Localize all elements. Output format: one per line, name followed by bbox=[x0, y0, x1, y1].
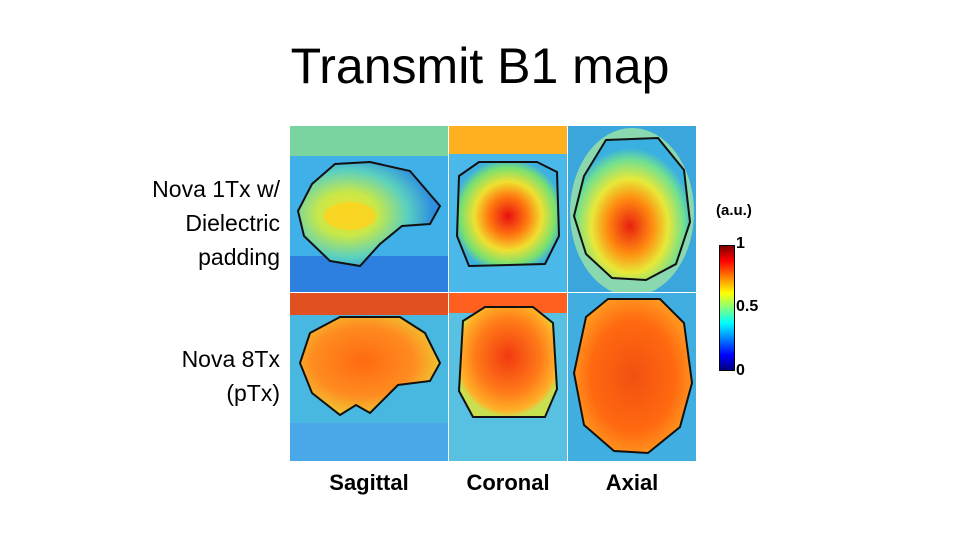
row-label-8tx: Nova 8Tx (pTx) bbox=[60, 342, 280, 410]
b1-map-8tx-axial bbox=[568, 293, 696, 461]
row-label-line: (pTx) bbox=[226, 380, 280, 406]
row-label-line: padding bbox=[198, 244, 280, 270]
col-label-axial: Axial bbox=[605, 470, 659, 495]
b1-map-1tx-sagittal bbox=[290, 126, 448, 292]
row-label-line: Nova 1Tx w/ bbox=[152, 176, 280, 202]
row-label-line: Dielectric bbox=[185, 210, 280, 236]
col-label-sagittal: Sagittal bbox=[329, 470, 409, 495]
slide-title: Transmit B1 map bbox=[290, 38, 670, 94]
col-label-coronal: Coronal bbox=[466, 470, 550, 495]
colorbar-tick-max: 1 bbox=[736, 235, 745, 252]
colorbar-gradient bbox=[719, 245, 735, 371]
colorbar-tick-min: 0 bbox=[736, 362, 745, 379]
b1-map-1tx-axial bbox=[568, 126, 696, 292]
row-label-line: Nova 8Tx bbox=[181, 346, 280, 372]
b1-map-8tx-sagittal bbox=[290, 293, 448, 461]
row-label-1tx: Nova 1Tx w/ Dielectric padding bbox=[60, 172, 280, 274]
colorbar-tick-mid: 0.5 bbox=[736, 298, 759, 315]
colorbar-unit: (a.u.) bbox=[716, 202, 752, 219]
b1-map-1tx-coronal bbox=[449, 126, 567, 292]
b1-map-8tx-coronal bbox=[449, 293, 567, 461]
